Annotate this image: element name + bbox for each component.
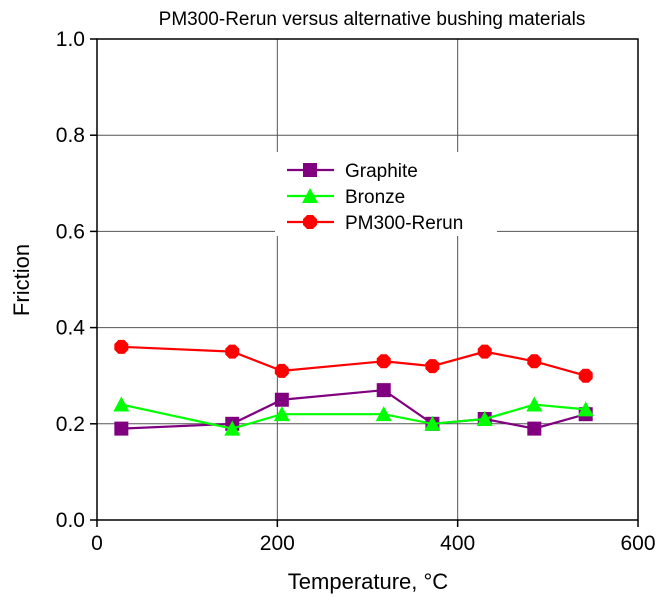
legend-item-graphite: Graphite (287, 161, 418, 182)
legend-item-bronze: Bronze (287, 187, 405, 208)
data-point-pm300-rerun (477, 344, 492, 359)
x-axis-label: Temperature, °C (288, 569, 449, 594)
data-point-graphite (376, 383, 391, 398)
plot-area-frame (96, 38, 639, 521)
series-line-pm300-rerun (121, 345, 587, 377)
y-tick-label: 0.2 (56, 413, 85, 436)
data-point-pm300-rerun (425, 359, 440, 374)
series-bronze (113, 396, 594, 436)
data-point-graphite (274, 392, 289, 407)
y-tick-label: 0.8 (56, 124, 85, 147)
legend-label: Graphite (345, 161, 418, 182)
legend-label: Bronze (345, 187, 405, 208)
series-pm300-rerun (114, 339, 593, 383)
y-tick-label: 1.0 (56, 28, 85, 51)
data-point-bronze (577, 401, 594, 417)
x-tick-label: 400 (440, 532, 475, 555)
legend-marker (302, 188, 318, 203)
y-axis-label: Friction (9, 244, 34, 316)
legend-item-pm300-rerun: PM300-Rerun (287, 213, 463, 234)
series-line-graphite (121, 388, 587, 430)
data-point-pm300-rerun (274, 363, 289, 378)
data-point-pm300-rerun (527, 354, 542, 369)
legend-marker (303, 163, 317, 177)
series-line-bronze (121, 403, 586, 430)
data-point-bronze (113, 396, 130, 412)
data-point-bronze (224, 420, 241, 436)
legend-marker (303, 215, 317, 229)
data-point-pm300-rerun (578, 368, 593, 383)
y-tick-label: 0.4 (56, 317, 86, 340)
x-tick-label: 200 (260, 532, 295, 555)
data-series (113, 339, 594, 436)
y-tick-label: 0.6 (56, 220, 85, 243)
chart-title: PM300-Rerun versus alternative bushing m… (159, 9, 586, 30)
data-point-graphite (114, 421, 129, 436)
x-tick-label: 600 (620, 532, 655, 555)
axis-ticks: 0 200 400 600 0.0 0.2 0.4 0.6 0.8 1.0 (56, 28, 656, 555)
data-point-bronze (424, 415, 441, 431)
legend-label: PM300-Rerun (345, 213, 463, 234)
legend: Graphite Bronze PM300-Rerun (275, 152, 497, 236)
y-tick-label: 0.0 (56, 509, 85, 532)
data-point-bronze (526, 396, 543, 412)
data-point-pm300-rerun (225, 344, 240, 359)
data-point-pm300-rerun (376, 354, 391, 369)
grid (97, 39, 638, 520)
data-point-bronze (476, 410, 493, 426)
data-point-bronze (273, 406, 290, 422)
data-point-pm300-rerun (114, 339, 129, 354)
x-tick-label: 0 (91, 532, 103, 555)
data-point-bronze (375, 406, 392, 422)
data-point-graphite (527, 421, 542, 436)
